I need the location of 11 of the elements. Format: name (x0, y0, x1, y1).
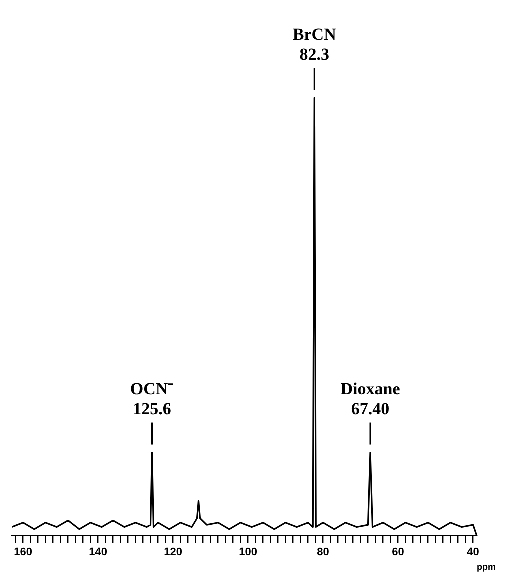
annotation: BrCN 82.3 (292, 24, 338, 64)
x-tick-label: 80 (317, 546, 330, 559)
x-tick-label: 120 (164, 546, 182, 559)
x-tick-label: 60 (392, 546, 404, 559)
x-axis-title: ppm (477, 562, 496, 572)
x-tick-label: 140 (89, 546, 108, 559)
x-tick-label: 100 (239, 546, 258, 559)
x-tick-label: 160 (14, 546, 32, 559)
x-tick-label: 40 (467, 546, 480, 559)
annotation: OCN⁻ 125.6 (130, 380, 174, 419)
annotation: Dioxane 67.40 (340, 380, 401, 419)
